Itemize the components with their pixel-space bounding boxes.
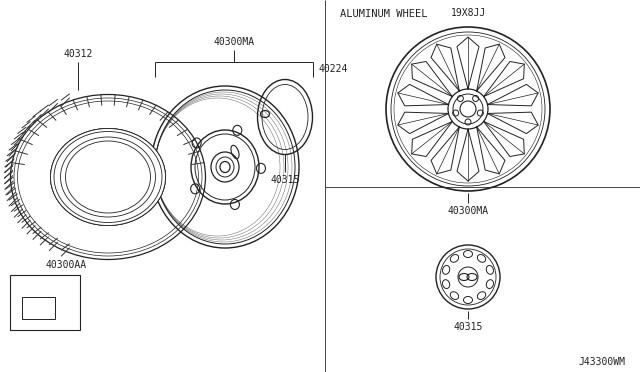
Text: ALUMINUM WHEEL: ALUMINUM WHEEL (340, 9, 428, 19)
Text: 40224: 40224 (318, 64, 348, 74)
Bar (10, 275, 80, 330)
Text: 40315: 40315 (453, 322, 483, 332)
Ellipse shape (51, 128, 166, 225)
Text: J43300WM: J43300WM (578, 357, 625, 367)
Text: 19X8JJ: 19X8JJ (451, 8, 486, 18)
Text: 40315: 40315 (270, 175, 300, 185)
Ellipse shape (65, 141, 150, 213)
Text: 40300MA: 40300MA (447, 206, 488, 216)
Text: 40300AA: 40300AA (45, 260, 86, 270)
Text: 40312: 40312 (63, 49, 93, 59)
Text: 40300MA: 40300MA (213, 37, 255, 47)
Bar (22, 297, 55, 319)
